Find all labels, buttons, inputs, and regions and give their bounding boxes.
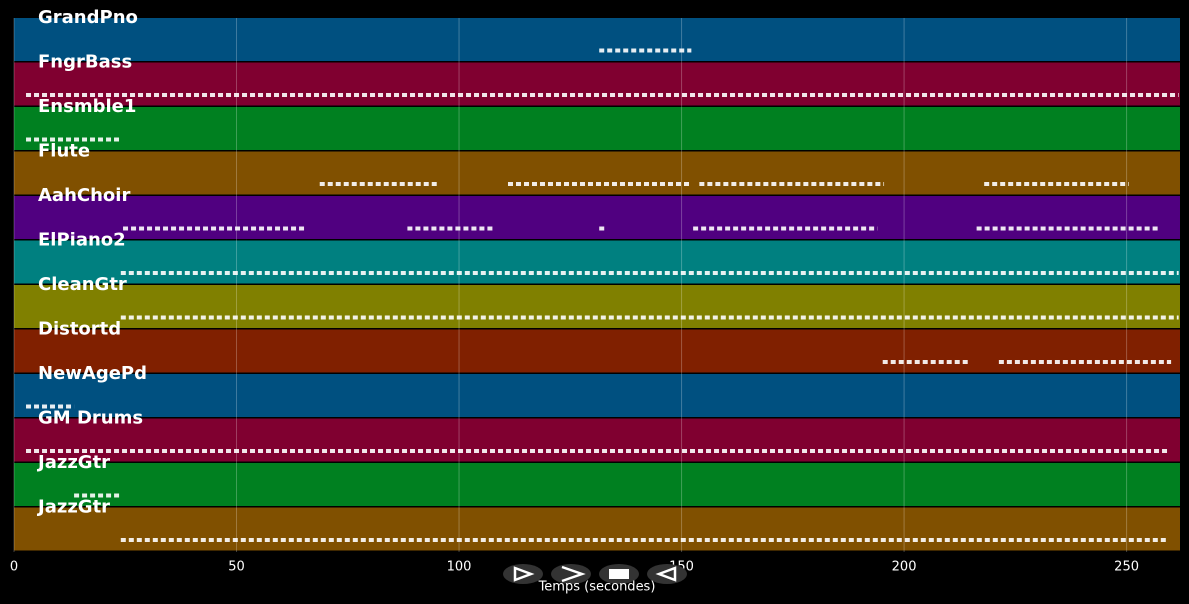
track-label: CleanGtr xyxy=(38,274,127,295)
x-tick-label: 100 xyxy=(447,560,472,575)
x-tick-label: 200 xyxy=(892,560,917,575)
track-row xyxy=(14,329,1180,373)
track-row xyxy=(14,463,1180,506)
track-label: Distortd xyxy=(38,319,121,340)
track-label: JazzGtr xyxy=(36,452,110,473)
x-tick-label: 250 xyxy=(1114,560,1139,575)
playback-controls xyxy=(503,564,687,584)
rewind-button[interactable] xyxy=(647,564,687,584)
track-row xyxy=(14,62,1180,106)
play-button[interactable] xyxy=(503,564,543,584)
track-label: JazzGtr xyxy=(36,497,110,518)
forward-button[interactable] xyxy=(551,564,591,584)
track-label: Ensmble1 xyxy=(38,96,136,117)
grid xyxy=(13,18,1128,552)
stop-button[interactable] xyxy=(599,564,639,584)
track-label: FngrBass xyxy=(38,52,132,73)
track-label: Flute xyxy=(38,141,90,162)
track-row xyxy=(14,196,1180,239)
notes xyxy=(26,48,1179,542)
x-tick-label: 0 xyxy=(10,560,18,575)
track-row xyxy=(14,151,1180,195)
x-tick-label: 50 xyxy=(228,560,245,575)
track-label: GrandPno xyxy=(38,7,138,28)
track-labels: GrandPno FngrBass Ensmble1 Flute AahChoir ElP… xyxy=(36,7,147,518)
track-row xyxy=(14,240,1180,284)
track-row xyxy=(14,418,1180,462)
x-axis: 0 50 100 150 200 250 xyxy=(10,560,1139,575)
track-row xyxy=(14,507,1180,551)
track-label: NewAgePd xyxy=(38,363,147,384)
track-label: AahChoir xyxy=(38,185,130,206)
track-row xyxy=(14,107,1180,150)
tracks xyxy=(14,18,1180,551)
track-label: ElPiano2 xyxy=(38,230,126,251)
track-row xyxy=(14,374,1180,417)
track-row xyxy=(14,285,1180,328)
track-row xyxy=(14,18,1180,61)
track-label: GM Drums xyxy=(38,408,143,429)
x-axis-label: Temps (secondes) xyxy=(538,580,656,595)
